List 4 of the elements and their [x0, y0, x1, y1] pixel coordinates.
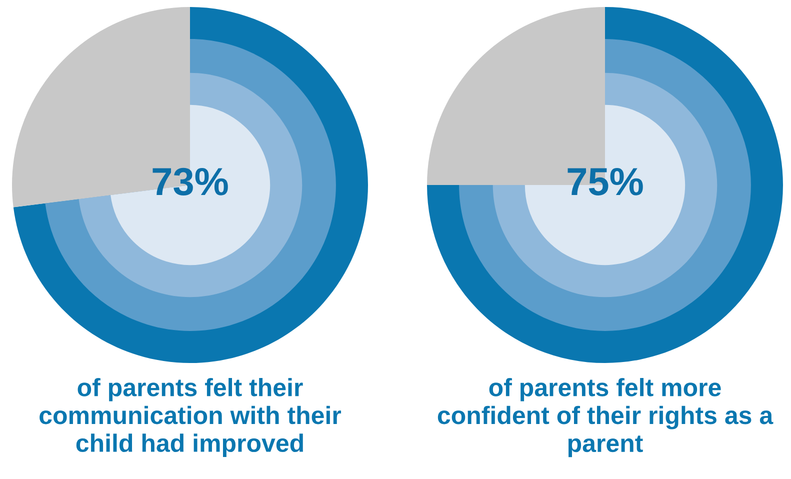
text: of parents felt more confident of their rights as a parent	[438, 378, 774, 458]
data-label: 73%	[152, 168, 228, 196]
data-label: 75%	[568, 168, 643, 196]
text: of parents felt their communication with their child had improved	[40, 378, 342, 457]
